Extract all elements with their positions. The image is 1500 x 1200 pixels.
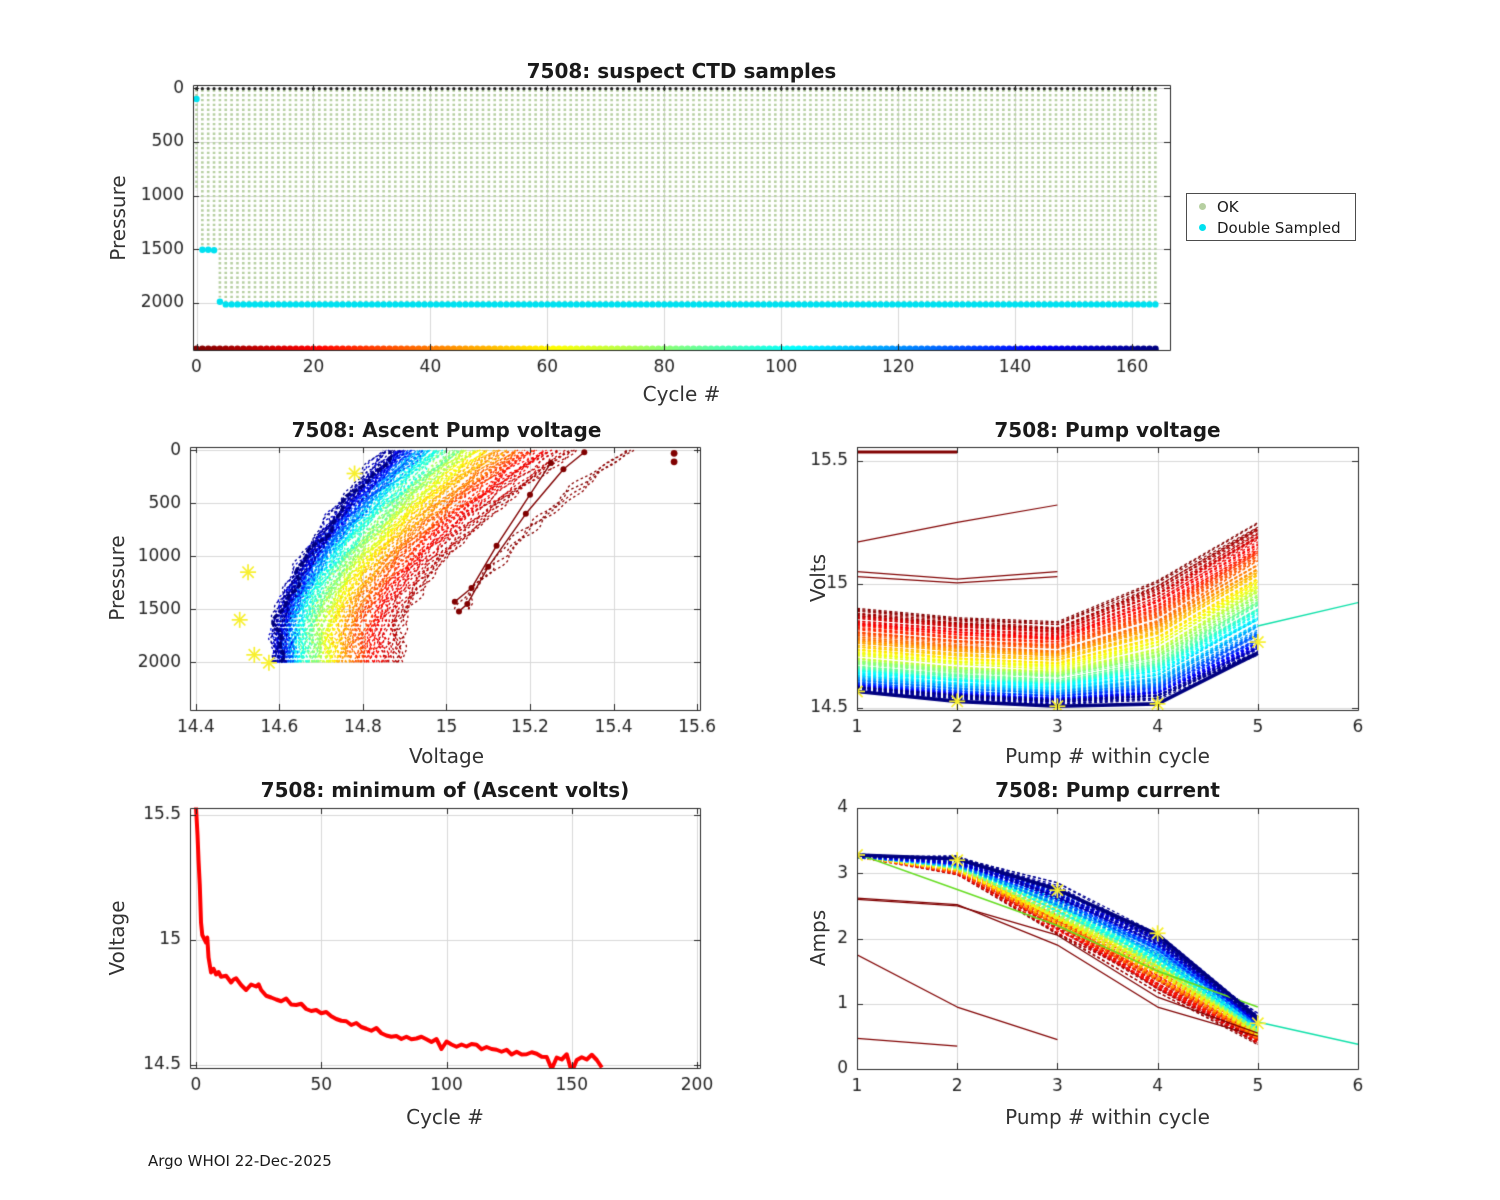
double-sampled-marker-icon	[1199, 224, 1206, 231]
ylabel-pump-current: Amps	[806, 909, 830, 967]
legend-entry-ok: OK	[1199, 198, 1355, 216]
plot-title-pump-current: 7508: Pump current	[995, 778, 1220, 802]
ylabel-min-volts: Voltage	[105, 900, 129, 976]
ylabel-ascent-voltage: Pressure	[105, 535, 129, 621]
ylabel-pump-voltage: Volts	[806, 553, 830, 603]
xlabel-pump-voltage: Pump # within cycle	[1005, 744, 1210, 768]
xlabel-suspect-ctd: Cycle #	[642, 382, 721, 406]
xlabel-min-volts: Cycle #	[406, 1105, 484, 1129]
xlabel-pump-current: Pump # within cycle	[1005, 1105, 1210, 1129]
plot-title-suspect-ctd: 7508: suspect CTD samples	[526, 59, 837, 83]
legend-label-ok: OK	[1217, 197, 1239, 216]
legend-box: OK Double Sampled	[1186, 193, 1356, 241]
ok-marker-icon	[1199, 203, 1206, 210]
legend-entry-double-sampled: Double Sampled	[1199, 219, 1355, 237]
plot-title-min-volts: 7508: minimum of (Ascent volts)	[260, 778, 630, 802]
ylabel-suspect-ctd: Pressure	[106, 175, 130, 261]
footer-stamp: Argo WHOI 22-Dec-2025	[148, 1152, 332, 1170]
legend-label-double-sampled: Double Sampled	[1217, 218, 1341, 237]
xlabel-ascent-voltage: Voltage	[408, 744, 485, 768]
plot-title-ascent-voltage: 7508: Ascent Pump voltage	[291, 418, 602, 442]
plot-title-pump-voltage: 7508: Pump voltage	[994, 418, 1221, 442]
